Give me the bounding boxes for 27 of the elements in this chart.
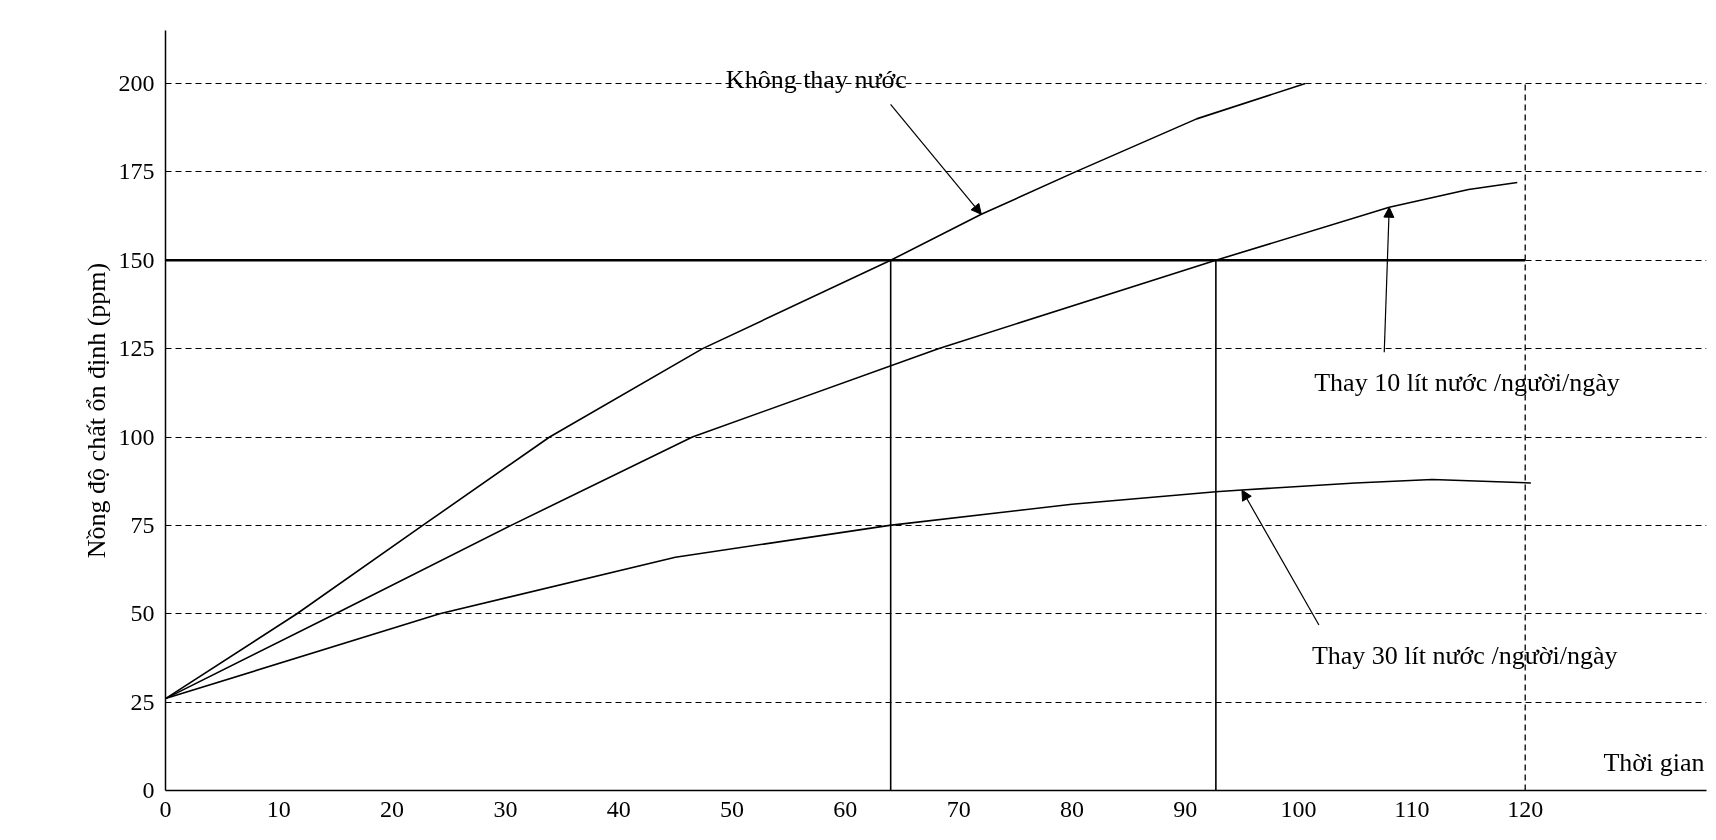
y-tick-label: 100: [118, 423, 155, 450]
x-tick-label: 10: [266, 795, 291, 822]
y-tick-label: 25: [130, 688, 155, 715]
x-tick-label: 30: [493, 795, 518, 822]
y-tick-label: 200: [118, 70, 155, 97]
x-tick-label: 0: [159, 795, 172, 822]
x-tick-label: 40: [606, 795, 631, 822]
y-tick-label: 125: [118, 335, 155, 362]
x-axis-title: Thời gian: [1603, 748, 1705, 777]
annotation: Thay 10 lít nước /người/ngày: [1314, 367, 1620, 397]
y-tick-label: 0: [142, 777, 155, 803]
x-tick-label: 20: [380, 795, 405, 822]
x-tick-label: 100: [1280, 795, 1317, 822]
x-tick-label: 80: [1059, 795, 1084, 822]
x-tick-label: 120: [1507, 795, 1544, 822]
y-tick-label: 175: [118, 158, 155, 185]
x-tick-label: 90: [1173, 795, 1198, 822]
y-axis-title: Nồng độ chất ổn định (ppm): [81, 262, 111, 559]
x-tick-label: 50: [720, 795, 745, 822]
y-tick-label: 75: [130, 511, 155, 538]
y-tick-label: 50: [130, 600, 155, 627]
annotation: Không thay nước: [725, 64, 907, 94]
x-tick-label: 70: [946, 795, 971, 822]
annotation: Thay 30 lít nước /người/ngày: [1311, 640, 1618, 670]
x-tick-label: 110: [1394, 795, 1430, 822]
y-tick-label: 150: [118, 246, 155, 273]
x-tick-label: 60: [833, 795, 858, 822]
